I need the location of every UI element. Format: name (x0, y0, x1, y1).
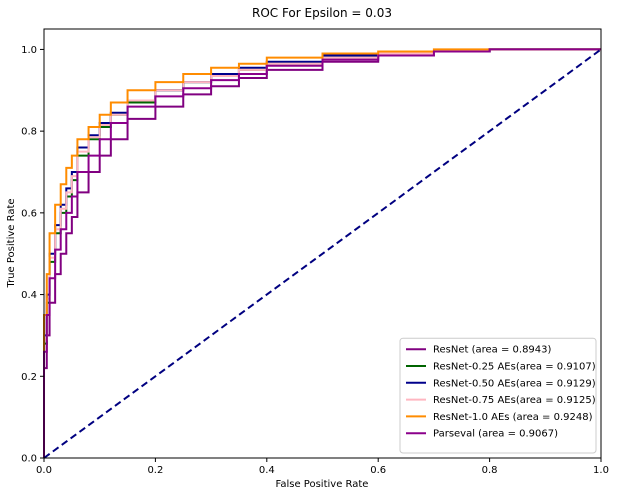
legend-entry-3: ResNet-0.75 AEs(area = 0.9125) (433, 395, 596, 406)
chance-diagonal-line (43, 48, 602, 459)
x-tick-label: 0.4 (259, 465, 275, 476)
x-tick-label: 0.6 (370, 465, 386, 476)
legend-entry-0: ResNet (area = 0.8943) (433, 345, 552, 356)
y-tick-label: 0.0 (21, 454, 37, 465)
y-tick-label: 0.4 (21, 290, 37, 301)
y-tick-label: 0.8 (21, 127, 37, 138)
y-axis-label: True Positive Rate (6, 198, 17, 288)
legend-box (399, 337, 597, 454)
y-axis-ticks: 0.0 0.2 0.4 0.6 0.8 1.0 (21, 45, 44, 465)
y-tick-label: 0.2 (21, 372, 37, 383)
legend: ResNet (area = 0.8943) ResNet-0.25 AEs(ar… (399, 337, 597, 454)
x-tick-label: 0.0 (36, 465, 52, 476)
x-tick-label: 0.8 (482, 465, 498, 476)
x-tick-label: 0.2 (147, 465, 163, 476)
x-tick-label: 1.0 (593, 465, 609, 476)
legend-entry-2: ResNet-0.50 AEs(area = 0.9129) (433, 378, 596, 389)
y-tick-label: 0.6 (21, 208, 37, 219)
legend-entry-1: ResNet-0.25 AEs(area = 0.9107) (433, 362, 596, 373)
chart-title: ROC For Epsilon = 0.03 (252, 6, 392, 20)
plot-frame (43, 28, 602, 459)
roc-series-line-4 (43, 48, 601, 458)
x-axis-ticks: 0.0 0.2 0.4 0.6 0.8 1.0 (36, 458, 609, 476)
legend-entry-5: Parseval (area = 0.9067) (433, 429, 558, 440)
x-axis-label: False Positive Rate (276, 479, 369, 490)
y-tick-label: 1.0 (21, 45, 37, 56)
roc-curves (43, 48, 602, 459)
legend-entry-4: ResNet-1.0 AEs (area = 0.9248) (433, 412, 593, 423)
roc-series-line-5 (43, 48, 601, 458)
